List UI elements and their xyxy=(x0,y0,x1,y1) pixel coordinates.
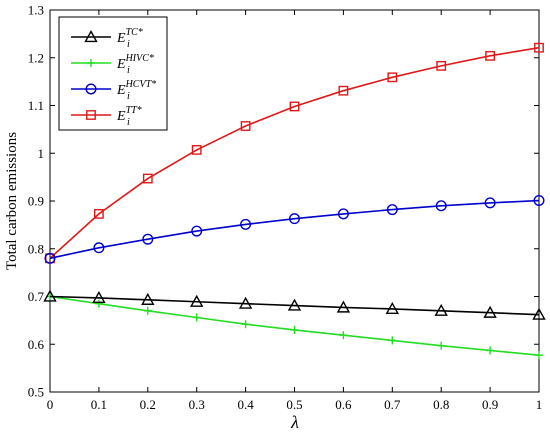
series-plus xyxy=(46,292,543,360)
series-circle xyxy=(44,195,545,264)
x-tick-label: 1 xyxy=(536,397,543,412)
legend: ETC* i EHIVC* i EHCVT* i ETT* i xyxy=(58,16,168,131)
legend-entry: EHCVT* i xyxy=(71,79,156,102)
data-point xyxy=(437,341,446,350)
data-point xyxy=(238,296,253,309)
legend-entry: EHIVC* i xyxy=(71,53,154,76)
y-tick-label: 1.1 xyxy=(28,98,44,113)
legend-marker xyxy=(85,83,97,95)
data-point xyxy=(192,313,201,322)
data-point xyxy=(141,292,155,305)
series-line xyxy=(49,199,540,260)
data-point xyxy=(533,195,545,207)
data-point xyxy=(385,301,399,315)
legend-label: ETC* i xyxy=(116,27,143,50)
data-point xyxy=(485,50,495,61)
data-point xyxy=(486,346,495,355)
data-point xyxy=(289,213,301,225)
y-tick-label: 0.9 xyxy=(28,194,44,209)
series-line xyxy=(49,46,540,259)
x-tick-label: 0.5 xyxy=(286,397,302,412)
data-point xyxy=(484,197,496,209)
y-axis-label: Total carbon emissions xyxy=(4,132,20,270)
data-point xyxy=(339,331,348,340)
data-point xyxy=(142,173,153,184)
y-tick-label: 1.2 xyxy=(28,50,44,65)
data-point xyxy=(93,242,105,254)
series-line xyxy=(49,295,540,316)
axes: 0 0.1 0.2 0.3 0.4 0.5 0.6 0.7 0.8 0.9 1 0.5 0.6 0.7 0.… xyxy=(28,3,543,413)
data-point xyxy=(191,145,202,155)
data-point xyxy=(290,325,299,334)
data-point xyxy=(534,42,544,53)
y-tick-label: 1.3 xyxy=(28,3,44,18)
data-point xyxy=(44,252,56,264)
legend-label: EHCVT* i xyxy=(116,79,156,102)
x-tick-label: 0.7 xyxy=(384,397,401,412)
x-tick-label: 0.4 xyxy=(237,397,254,412)
data-point xyxy=(190,294,204,307)
data-point xyxy=(289,101,300,112)
legend-label: ETT* i xyxy=(116,105,142,128)
data-point xyxy=(336,300,351,313)
data-point xyxy=(434,303,448,316)
x-tick-label: 0.3 xyxy=(189,397,205,412)
series-square xyxy=(45,42,544,264)
x-tick-label: 0.1 xyxy=(91,397,107,412)
y-tick-label: 0.6 xyxy=(28,337,45,352)
legend-marker xyxy=(87,59,95,67)
data-point xyxy=(436,60,447,71)
data-point xyxy=(337,208,349,220)
data-point xyxy=(143,306,152,315)
x-tick-label: 0 xyxy=(47,397,54,412)
data-point xyxy=(387,72,398,83)
data-point xyxy=(535,351,543,360)
y-tick-label: 0.5 xyxy=(28,385,44,400)
legend-entry: ETT* i xyxy=(71,105,142,128)
legend-label: EHIVC* i xyxy=(116,53,154,76)
data-point xyxy=(191,225,203,237)
data-point xyxy=(142,233,154,245)
y-tick-label: 1 xyxy=(38,146,45,161)
y-tick-label: 0.8 xyxy=(28,241,44,256)
x-tick-label: 0.6 xyxy=(335,397,352,412)
data-point xyxy=(388,336,397,345)
data-point xyxy=(435,200,447,212)
x-tick-label: 0.2 xyxy=(140,397,156,412)
data-point xyxy=(240,121,251,131)
data-point xyxy=(92,290,106,304)
data-point xyxy=(532,307,546,320)
data-point xyxy=(483,305,497,318)
data-point xyxy=(240,218,252,230)
legend-box xyxy=(58,16,168,131)
data-point xyxy=(93,208,104,219)
data-point xyxy=(43,289,57,302)
legend-marker xyxy=(86,110,96,120)
series-triangle xyxy=(43,289,546,320)
data-point xyxy=(338,85,349,96)
legend-marker xyxy=(84,30,98,43)
data-point xyxy=(241,320,250,329)
y-tick-label: 0.7 xyxy=(28,289,45,304)
x-tick-label: 0.8 xyxy=(433,397,449,412)
data-point xyxy=(287,298,302,311)
data-point xyxy=(94,299,103,308)
data-point xyxy=(386,204,398,216)
series-layer xyxy=(43,42,546,360)
x-axis-label: λ xyxy=(290,412,299,432)
x-tick-label: 0.9 xyxy=(482,397,498,412)
legend-entry: ETC* i xyxy=(71,27,143,50)
